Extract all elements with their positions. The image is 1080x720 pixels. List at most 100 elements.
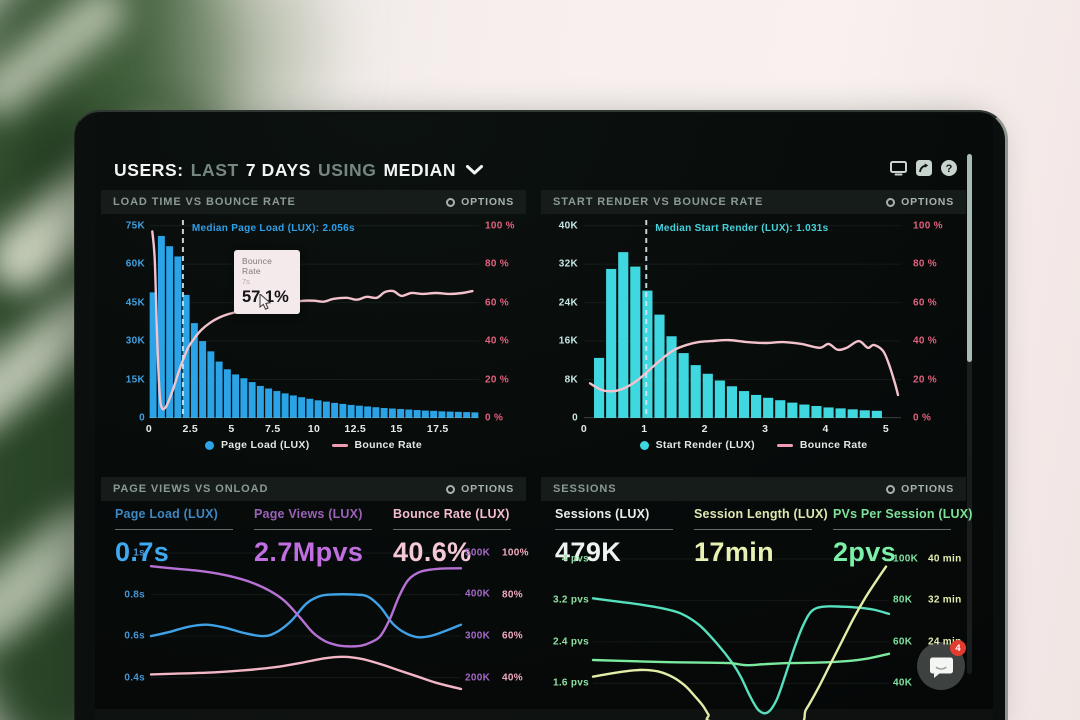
- scrollbar-thumb[interactable]: [967, 154, 972, 362]
- metric-underline: [833, 529, 951, 530]
- bar: [413, 410, 421, 418]
- bar: [463, 412, 471, 418]
- bar: [678, 353, 689, 418]
- x-tick-label: 15: [390, 423, 403, 435]
- bar: [835, 408, 846, 418]
- chart-legend: Page Load (LUX) Bounce Rate: [101, 439, 526, 451]
- y-tick-label: 0.4s: [124, 672, 145, 684]
- y-tick-label: 0: [139, 412, 145, 424]
- share-icon[interactable]: [916, 160, 932, 176]
- options-label: OPTIONS: [901, 483, 954, 495]
- bar: [322, 401, 330, 418]
- mouse-cursor-icon: [259, 292, 272, 315]
- y-tick-label: 8K: [564, 374, 578, 386]
- y-tick-label: 100K: [893, 553, 919, 565]
- x-tick-label: 5: [882, 423, 889, 435]
- bar: [726, 386, 738, 418]
- bar: [273, 391, 281, 418]
- legend-swatch-line: [331, 443, 348, 447]
- page-views-chart: [149, 550, 463, 720]
- bar: [166, 246, 174, 418]
- y-tick-label: 40 %: [913, 335, 937, 347]
- y-tick-label: 40K: [558, 220, 578, 232]
- bar: [763, 397, 774, 418]
- y-axis-right-sessions: 100K 80K 60K 40K: [893, 550, 923, 720]
- y-axis-right: 100 % 80 % 60 % 40 % 20 % 0 %: [485, 218, 525, 423]
- header-users-label: USERS:: [114, 159, 184, 180]
- options-button[interactable]: OPTIONS: [446, 196, 514, 208]
- y-axis-left: 1s 0.8s 0.6s 0.4s: [105, 548, 145, 720]
- metric-label: Bounce Rate (LUX): [393, 507, 510, 521]
- y-tick-label: 200K: [465, 672, 491, 684]
- legend-label: Start Render (LUX): [655, 439, 755, 451]
- x-tick-label: 3: [762, 423, 769, 435]
- header-using-label: USING: [318, 159, 377, 180]
- bar: [811, 405, 822, 418]
- metric-value: 2.7Mpvs: [254, 537, 364, 567]
- bar: [289, 395, 297, 418]
- bar: [630, 266, 641, 418]
- bar: [859, 410, 870, 418]
- panel-header: PAGE VIEWS VS ONLOAD OPTIONS: [101, 477, 526, 501]
- line-series: [591, 652, 891, 667]
- bar: [306, 398, 314, 418]
- tooltip-title: Bounce Rate: [242, 256, 273, 276]
- metric-underline: [254, 529, 372, 530]
- legend-item[interactable]: Bounce Rate: [776, 439, 867, 451]
- chevron-down-icon[interactable]: [466, 165, 484, 175]
- panel-page-views-vs-onload: PAGE VIEWS VS ONLOAD OPTIONS Page Load (…: [101, 477, 528, 720]
- screen-bottom-glow: [95, 709, 993, 720]
- bar: [471, 412, 479, 418]
- legend-item[interactable]: Page Load (LUX): [205, 439, 310, 451]
- panel-title: START RENDER VS BOUNCE RATE: [553, 196, 764, 208]
- x-tick-label: 0: [580, 423, 588, 435]
- chat-bubble-icon: [930, 657, 953, 678]
- legend-item[interactable]: Bounce Rate: [331, 439, 422, 451]
- metric-bounce-rate: Bounce Rate (LUX) 40.6%: [393, 507, 511, 568]
- bar: [372, 407, 380, 418]
- metric-sessions: Sessions (LUX) 479K: [555, 507, 673, 568]
- options-button[interactable]: OPTIONS: [886, 483, 954, 495]
- line-series: [588, 338, 900, 397]
- x-axis: 0 2.5 5 7.5 10 12.5 15 17.5: [146, 423, 479, 439]
- page-views-vs-onload-svg: [149, 552, 463, 691]
- chat-button[interactable]: 4: [917, 640, 966, 690]
- options-button[interactable]: OPTIONS: [446, 483, 514, 495]
- bar: [256, 385, 264, 418]
- help-icon[interactable]: ?: [941, 160, 957, 176]
- dashboard-header[interactable]: USERS: LAST 7 DAYS USING MEDIAN: [114, 156, 484, 184]
- options-button[interactable]: OPTIONS: [886, 196, 954, 208]
- bar: [702, 373, 713, 418]
- metric-value: 0.7s: [115, 537, 170, 567]
- y-tick-label: 16K: [558, 335, 578, 347]
- metric-label: Sessions (LUX): [555, 507, 650, 521]
- x-tick-label: 4: [822, 423, 829, 435]
- bar: [388, 408, 396, 418]
- bar: [751, 394, 762, 418]
- bar: [339, 403, 347, 418]
- gear-icon: [446, 197, 456, 207]
- y-tick-label: 3.2 pvs: [552, 594, 589, 606]
- line-series: [149, 593, 463, 639]
- bar: [787, 402, 798, 418]
- panel-header: LOAD TIME VS BOUNCE RATE OPTIONS: [101, 190, 526, 214]
- x-tick-label: 5: [228, 423, 235, 435]
- x-tick-label: 2.5: [182, 423, 198, 435]
- metric-value: 17min: [694, 537, 775, 567]
- metric-value: 40.6%: [393, 537, 472, 567]
- metric-underline: [115, 529, 233, 530]
- y-tick-label: 45K: [125, 297, 145, 309]
- legend-item[interactable]: Start Render (LUX): [639, 439, 755, 451]
- bar: [446, 411, 454, 418]
- x-axis: 0 1 2 3 4 5: [580, 423, 901, 439]
- metric-underline: [694, 529, 812, 530]
- bar: [199, 341, 207, 418]
- bar: [265, 388, 273, 418]
- bar: [232, 374, 240, 418]
- metric-label: Session Length (LUX): [694, 507, 828, 521]
- bar: [666, 336, 677, 418]
- scrollbar-track[interactable]: [967, 154, 972, 674]
- y-tick-label: 100 %: [913, 220, 943, 232]
- y-tick-label: 100 %: [485, 220, 515, 232]
- monitor-icon[interactable]: [890, 160, 907, 176]
